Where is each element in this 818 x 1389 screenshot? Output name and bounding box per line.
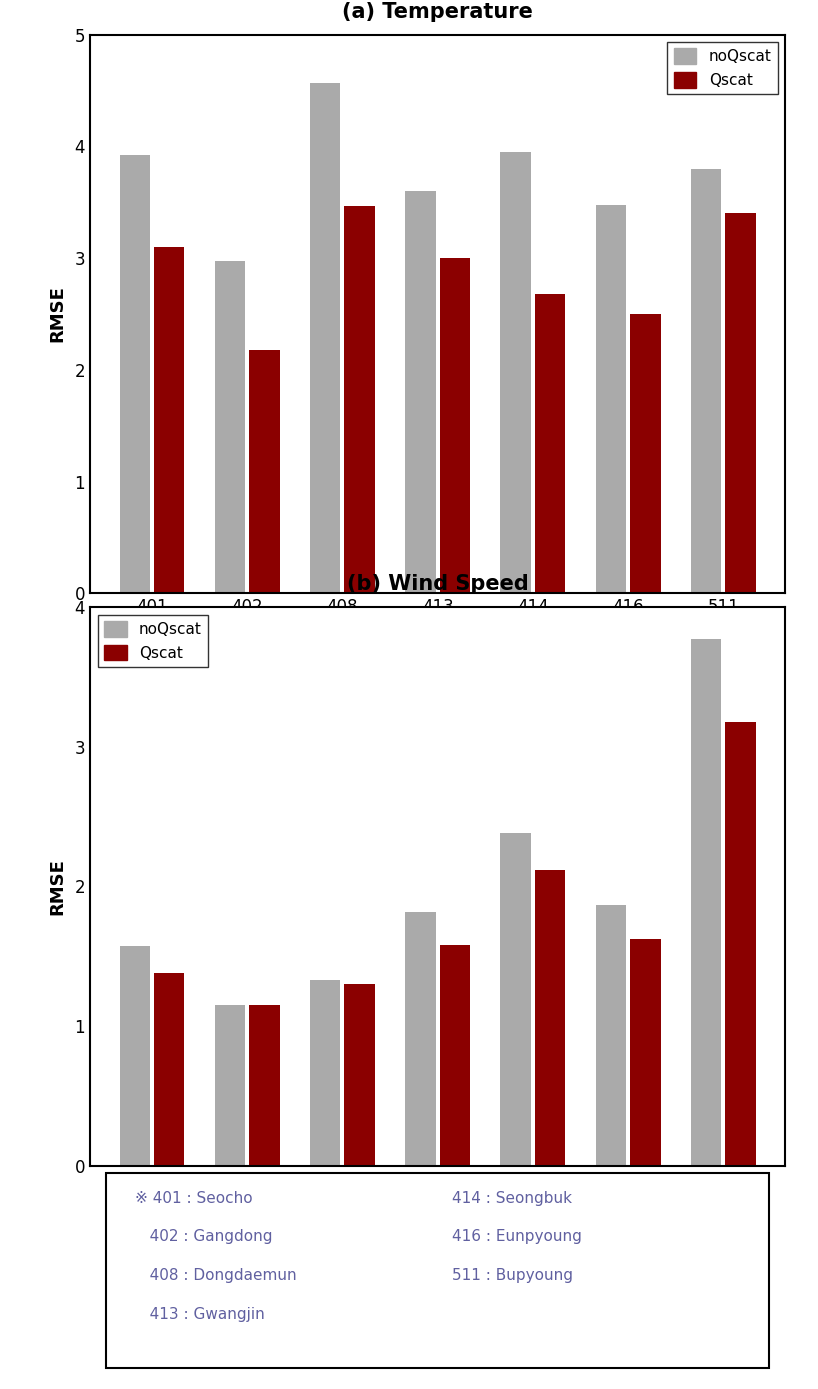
Bar — [119, 156, 150, 593]
Bar — [405, 911, 436, 1165]
X-axis label: AWS site: AWS site — [393, 625, 483, 643]
Bar — [630, 314, 660, 593]
Title: (b) Wind Speed: (b) Wind Speed — [347, 575, 528, 594]
Bar — [501, 833, 531, 1165]
Bar — [405, 192, 436, 593]
Bar — [630, 939, 660, 1165]
Text: 416 : Eunpyoung: 416 : Eunpyoung — [452, 1229, 582, 1245]
Bar — [310, 83, 340, 593]
Bar — [344, 206, 375, 593]
Bar — [119, 946, 150, 1165]
Text: 408 : Dongdaemun: 408 : Dongdaemun — [135, 1268, 297, 1283]
Legend: noQscat, Qscat: noQscat, Qscat — [97, 615, 208, 667]
Bar — [596, 204, 627, 593]
Bar — [439, 945, 470, 1165]
Bar — [154, 972, 184, 1165]
Bar — [310, 981, 340, 1165]
Bar — [691, 639, 721, 1165]
Y-axis label: RMSE: RMSE — [48, 286, 66, 343]
Bar — [535, 870, 565, 1165]
Bar — [215, 261, 245, 593]
Bar — [726, 214, 756, 593]
Bar — [501, 151, 531, 593]
Y-axis label: RMSE: RMSE — [48, 858, 66, 915]
Bar — [596, 904, 627, 1165]
Bar — [249, 1006, 280, 1165]
Text: 413 : Gwangjin: 413 : Gwangjin — [135, 1307, 265, 1322]
Text: ※ 401 : Seocho: ※ 401 : Seocho — [135, 1190, 253, 1206]
Text: 402 : Gangdong: 402 : Gangdong — [135, 1229, 272, 1245]
Bar — [154, 247, 184, 593]
X-axis label: AWS site: AWS site — [393, 1197, 483, 1215]
Bar — [691, 169, 721, 593]
Title: (a) Temperature: (a) Temperature — [342, 1, 533, 22]
Text: 414 : Seongbuk: 414 : Seongbuk — [452, 1190, 572, 1206]
Bar — [344, 985, 375, 1165]
Text: 511 : Bupyoung: 511 : Bupyoung — [452, 1268, 573, 1283]
Bar — [726, 722, 756, 1165]
Bar — [439, 258, 470, 593]
Bar — [535, 294, 565, 593]
Bar — [215, 1006, 245, 1165]
Bar — [249, 350, 280, 593]
Legend: noQscat, Qscat: noQscat, Qscat — [667, 42, 778, 94]
